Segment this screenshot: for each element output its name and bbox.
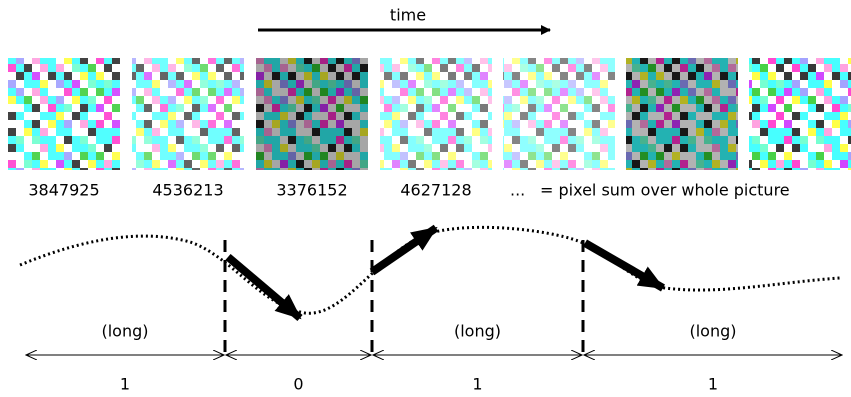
picture xyxy=(626,58,738,170)
ellipsis: ... xyxy=(510,181,525,200)
bit-label: 1 xyxy=(472,375,482,394)
diagram: time 3847925 4536213 3376152 4627128 ... = … xyxy=(0,0,851,397)
time-label: time xyxy=(390,6,426,25)
picture xyxy=(380,58,492,170)
picture xyxy=(749,58,851,170)
signal-curve xyxy=(20,227,840,313)
bit-label: 0 xyxy=(293,375,303,394)
duration-label: (long) xyxy=(101,322,148,341)
slope-arrow xyxy=(372,228,436,272)
picture xyxy=(256,58,368,170)
pixel-sum: 4627128 xyxy=(400,181,471,200)
picture xyxy=(132,58,244,170)
segments: (long) 1 0 (long) 1 (long) 1 xyxy=(26,322,842,394)
pixel-sum: 4536213 xyxy=(152,181,223,200)
picture xyxy=(8,58,120,170)
bit-label: 1 xyxy=(120,375,130,394)
duration-label: (long) xyxy=(454,322,501,341)
duration-label: (long) xyxy=(689,322,736,341)
slope-arrows xyxy=(228,228,663,318)
pixel-sum: 3376152 xyxy=(276,181,347,200)
caption: = pixel sum over whole picture xyxy=(540,181,790,200)
picture xyxy=(503,58,615,170)
frames: 3847925 4536213 3376152 4627128 xyxy=(8,58,851,200)
slope-arrow xyxy=(228,257,300,318)
bit-label: 1 xyxy=(708,375,718,394)
slope-arrow xyxy=(585,243,663,288)
pixel-sum: 3847925 xyxy=(28,181,99,200)
